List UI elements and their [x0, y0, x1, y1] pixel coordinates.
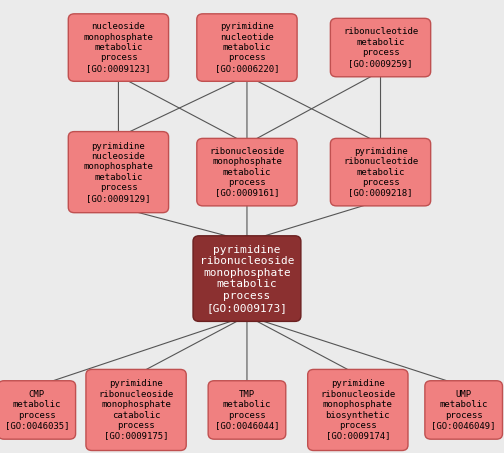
FancyBboxPatch shape [193, 236, 301, 322]
Text: pyrimidine
ribonucleoside
monophosphate
metabolic
process
[GO:0009173]: pyrimidine ribonucleoside monophosphate … [200, 245, 294, 313]
Text: ribonucleoside
monophosphate
metabolic
process
[GO:0009161]: ribonucleoside monophosphate metabolic p… [209, 147, 285, 198]
Text: TMP
metabolic
process
[GO:0046044]: TMP metabolic process [GO:0046044] [215, 390, 279, 430]
FancyBboxPatch shape [86, 370, 186, 450]
Text: pyrimidine
nucleotide
metabolic
process
[GO:0006220]: pyrimidine nucleotide metabolic process … [215, 22, 279, 73]
FancyBboxPatch shape [425, 381, 502, 439]
FancyBboxPatch shape [330, 139, 430, 206]
FancyBboxPatch shape [0, 381, 76, 439]
FancyBboxPatch shape [197, 14, 297, 82]
Text: pyrimidine
nucleoside
monophosphate
metabolic
process
[GO:0009129]: pyrimidine nucleoside monophosphate meta… [84, 142, 153, 202]
FancyBboxPatch shape [197, 139, 297, 206]
Text: UMP
metabolic
process
[GO:0046049]: UMP metabolic process [GO:0046049] [431, 390, 496, 430]
Text: ribonucleotide
metabolic
process
[GO:0009259]: ribonucleotide metabolic process [GO:000… [343, 28, 418, 67]
Text: nucleoside
monophosphate
metabolic
process
[GO:0009123]: nucleoside monophosphate metabolic proce… [84, 22, 153, 73]
FancyBboxPatch shape [208, 381, 286, 439]
Text: pyrimidine
ribonucleoside
monophosphate
biosynthetic
process
[GO:0009174]: pyrimidine ribonucleoside monophosphate … [320, 380, 396, 440]
Text: CMP
metabolic
process
[GO:0046035]: CMP metabolic process [GO:0046035] [5, 390, 69, 430]
Text: pyrimidine
ribonucleoside
monophosphate
catabolic
process
[GO:0009175]: pyrimidine ribonucleoside monophosphate … [98, 380, 174, 440]
FancyBboxPatch shape [68, 131, 168, 213]
Text: pyrimidine
ribonucleotide
metabolic
process
[GO:0009218]: pyrimidine ribonucleotide metabolic proc… [343, 147, 418, 198]
FancyBboxPatch shape [330, 18, 430, 77]
FancyBboxPatch shape [307, 370, 408, 450]
FancyBboxPatch shape [68, 14, 168, 82]
